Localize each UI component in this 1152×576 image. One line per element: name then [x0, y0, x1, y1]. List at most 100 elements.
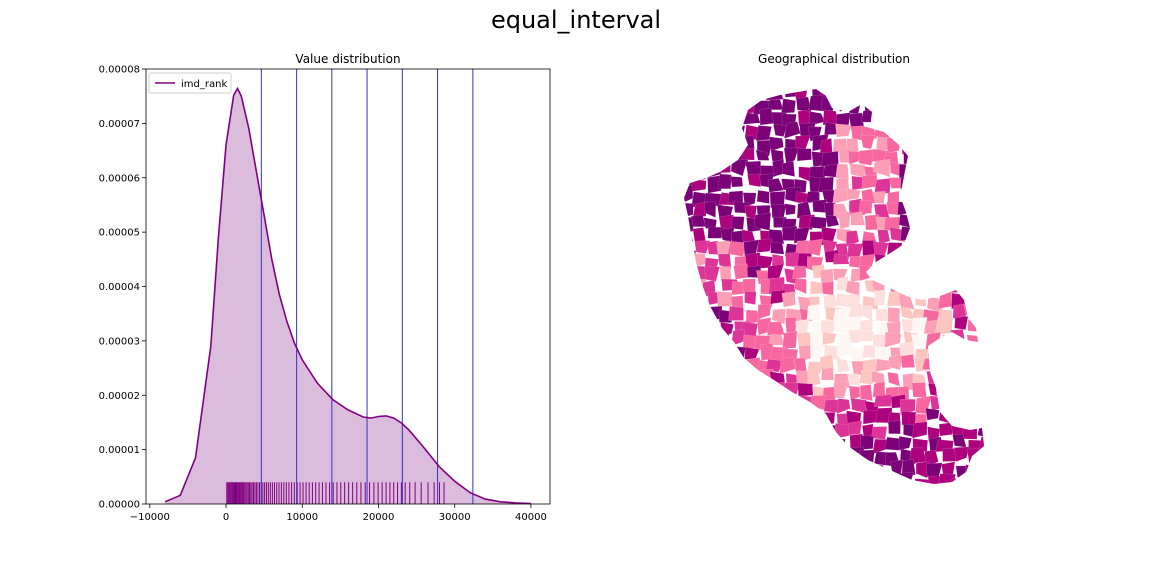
map-region-555: [715, 383, 733, 399]
map-region-735: [873, 476, 891, 484]
map-region-753: [798, 488, 813, 502]
x-tick-label-1: 0: [223, 512, 229, 523]
map-region-724: [728, 475, 745, 484]
map-region-25: [693, 96, 708, 116]
map-region-557: [742, 383, 757, 396]
map-region-210: [910, 186, 926, 204]
map-region-22: [966, 89, 983, 97]
map-title: Geographical distribution: [758, 52, 910, 66]
map-region-329: [897, 255, 915, 273]
map-region-68: [940, 108, 953, 125]
map-region-260: [941, 212, 958, 227]
map-region-121: [692, 148, 706, 163]
map-region-286: [963, 229, 979, 245]
map-region-656: [785, 438, 798, 451]
map-region-37: [847, 99, 862, 114]
map-region-560: [782, 382, 801, 396]
map-region-284: [940, 229, 954, 243]
map-region-582: [755, 400, 771, 413]
map-region-237: [951, 198, 968, 217]
map-region-251: [825, 214, 840, 228]
map-region-165: [952, 163, 966, 176]
y-tick-label-7: 0.00007: [99, 119, 140, 130]
map-region-607: [768, 407, 781, 422]
map-region-45: [948, 99, 965, 117]
map-region-114: [910, 138, 926, 153]
map-region-620: [938, 408, 953, 425]
map-region-588: [836, 398, 851, 414]
map-region-19: [922, 89, 939, 99]
map-region-722: [707, 475, 724, 484]
map-region-288: [684, 242, 694, 259]
map-region-235: [928, 204, 944, 217]
map-region-571: [928, 383, 945, 398]
map-region-674: [701, 450, 719, 465]
map-region-640: [888, 420, 901, 435]
map-region-52: [730, 111, 745, 127]
map-region-198: [756, 190, 770, 204]
map-region-306: [913, 243, 929, 261]
map-region-404: [938, 291, 952, 309]
map-region-39: [871, 99, 887, 114]
map-region-629: [741, 421, 758, 437]
map-region-544: [887, 372, 901, 387]
map-region-143: [977, 152, 984, 166]
map-region-415: [771, 308, 787, 325]
map-region-595: [929, 395, 945, 411]
map-region-171: [717, 173, 732, 189]
map-region-380: [941, 278, 957, 293]
map-region-574: [967, 382, 983, 398]
map-region-402: [914, 291, 927, 307]
map-region-725: [744, 474, 757, 484]
map-region-452: [934, 317, 953, 335]
map-region-723: [716, 475, 733, 484]
map-region-103: [768, 136, 784, 152]
density-line-imd_rank: [164, 86, 531, 505]
map-region-412: [728, 305, 744, 321]
map-region-761: [899, 491, 916, 508]
map-region-559: [771, 381, 786, 399]
map-region-543: [871, 371, 886, 386]
map-region-409: [690, 308, 707, 326]
map-region-705: [795, 462, 812, 480]
map-region-664: [884, 436, 902, 451]
map-region-634: [807, 426, 822, 438]
map-region-356: [941, 269, 958, 286]
map-region-454: [967, 317, 984, 333]
y-tick-label-0: 0.00000: [99, 500, 140, 511]
map-region-226: [812, 199, 827, 213]
map-region-484: [731, 346, 746, 362]
x-tick-label-2: 10000: [286, 512, 318, 523]
map-region-697: [690, 462, 708, 479]
map-region-605: [745, 408, 763, 423]
map-region-142: [966, 147, 982, 163]
map-region-353: [898, 268, 915, 283]
map-region-327: [874, 253, 891, 270]
map-region-41: [902, 96, 917, 112]
map-region-389: [744, 291, 757, 305]
map-region-506: [707, 356, 723, 373]
map-region-309: [950, 243, 966, 258]
map-region-477: [949, 329, 966, 347]
map-region-587: [823, 399, 841, 413]
map-region-479: [979, 330, 984, 348]
map-region-646: [961, 421, 978, 440]
map-region-78: [755, 125, 772, 141]
map-region-601: [691, 407, 708, 422]
map-region-328: [887, 256, 904, 272]
map-region-72: [684, 122, 693, 136]
map-region-305: [901, 242, 919, 257]
map-region-696: [684, 459, 695, 478]
map-region-263: [976, 213, 984, 230]
map-region-333: [952, 255, 966, 272]
map-region-378: [914, 277, 933, 291]
map-region-69: [949, 112, 965, 128]
map-region-596: [941, 399, 958, 414]
map-region-292: [727, 241, 746, 257]
map-region-53: [742, 112, 761, 125]
map-region-520: [887, 354, 903, 371]
map-region-354: [911, 268, 927, 280]
map-region-579: [717, 396, 733, 409]
map-region-330: [911, 251, 926, 264]
map-region-331: [928, 253, 944, 270]
